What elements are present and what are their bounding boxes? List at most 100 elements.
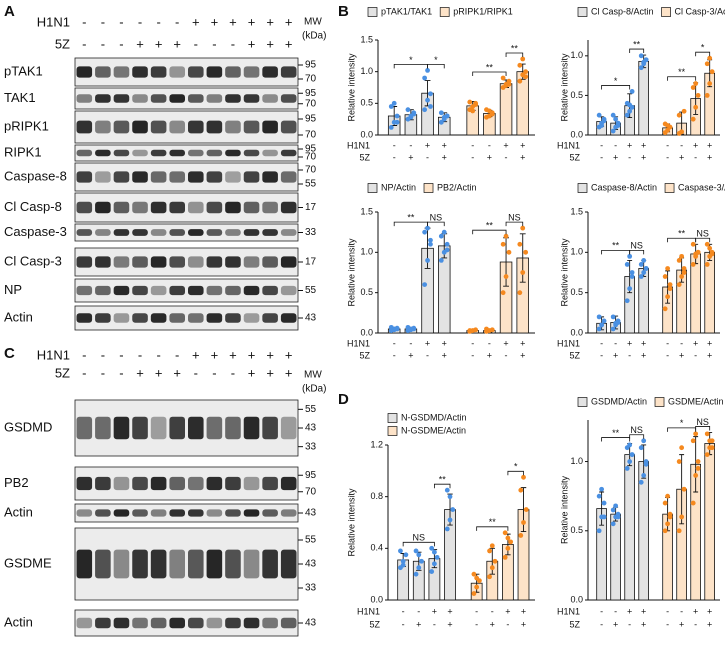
blot-band xyxy=(132,171,148,183)
data-point xyxy=(506,249,512,255)
condition-label: 5Z xyxy=(55,36,70,51)
blot-band xyxy=(243,416,260,440)
blot-band xyxy=(132,476,148,491)
blot-band xyxy=(243,256,260,268)
legend-swatch xyxy=(367,183,378,193)
data-point xyxy=(667,282,673,287)
condition-sign: + xyxy=(503,338,508,348)
data-point xyxy=(394,113,400,119)
mw-label: 70 xyxy=(305,486,317,497)
condition-label: H1N1 xyxy=(557,606,580,616)
condition-sign: - xyxy=(119,14,123,29)
data-point xyxy=(638,53,644,59)
condition-sign: - xyxy=(666,606,669,616)
condition-sign: + xyxy=(487,350,492,360)
blot-band xyxy=(188,256,204,268)
condition-sign: - xyxy=(506,619,509,629)
blot-band xyxy=(243,313,260,323)
y-axis-label: Relative intensity xyxy=(559,53,569,122)
data-point xyxy=(502,554,508,560)
significance-bracket xyxy=(505,52,524,57)
significance-label: NS xyxy=(696,229,709,239)
blot-band xyxy=(150,416,167,440)
legend-swatch xyxy=(661,7,671,17)
significance-label: ** xyxy=(511,43,519,53)
condition-sign: - xyxy=(475,606,478,616)
condition-label: H1N1 xyxy=(347,338,370,348)
blot-band xyxy=(206,313,223,323)
data-point xyxy=(428,91,433,97)
blot-band xyxy=(262,171,278,183)
blot-label: pRIPK1 xyxy=(4,118,49,133)
blot-band xyxy=(169,149,185,157)
data-point xyxy=(429,569,435,574)
blot-label: GSDMD xyxy=(4,419,52,434)
data-point xyxy=(599,123,605,128)
blot-band xyxy=(169,549,185,579)
data-point xyxy=(470,108,476,114)
blot-band xyxy=(188,229,204,236)
data-point xyxy=(444,241,450,247)
blot-band xyxy=(225,229,241,236)
y-tick-label: 1.5 xyxy=(570,206,583,216)
data-point xyxy=(502,530,508,536)
data-point xyxy=(707,245,713,251)
condition-sign: - xyxy=(471,152,474,162)
condition-sign: + xyxy=(641,152,646,162)
blot-band xyxy=(132,201,148,214)
condition-sign: - xyxy=(101,347,105,362)
condition-label: 5Z xyxy=(55,365,70,380)
blot-band xyxy=(206,416,223,440)
blot-band xyxy=(113,617,130,629)
data-point xyxy=(624,298,630,304)
blot-band xyxy=(150,313,167,323)
significance-bracket xyxy=(472,71,507,76)
data-point xyxy=(667,511,673,517)
blot-band xyxy=(132,120,148,134)
condition-sign: - xyxy=(600,338,603,348)
blot-band xyxy=(188,149,204,157)
data-point xyxy=(403,552,409,558)
condition-sign: + xyxy=(408,152,413,162)
y-axis-label: Relative intensity xyxy=(559,238,569,307)
data-point xyxy=(676,459,682,464)
blot-band xyxy=(206,285,223,296)
blot-band xyxy=(262,94,278,103)
data-point xyxy=(679,514,685,520)
legend-swatch xyxy=(577,183,588,193)
condition-sign: + xyxy=(442,152,447,162)
data-point xyxy=(629,274,635,279)
condition-sign: + xyxy=(707,619,712,629)
blot-band xyxy=(113,66,130,78)
blot-band xyxy=(95,120,111,134)
data-point xyxy=(467,328,473,333)
blot-band xyxy=(113,313,130,323)
significance-label: NS xyxy=(413,533,426,543)
blot-band xyxy=(95,549,111,579)
blot-band xyxy=(188,549,204,579)
data-point xyxy=(517,241,523,247)
blot-band xyxy=(225,549,241,579)
data-point xyxy=(613,116,619,122)
data-point xyxy=(438,233,444,239)
blot-band xyxy=(225,171,241,183)
blot-band xyxy=(243,285,260,296)
condition-sign: - xyxy=(175,14,179,29)
blot-frame xyxy=(74,527,299,601)
blot-label: Actin xyxy=(4,504,33,519)
blot-band xyxy=(169,66,185,78)
data-point xyxy=(450,507,456,512)
panel-label: C xyxy=(4,345,15,362)
legend-label: GSDME/Actin xyxy=(668,396,724,406)
blot-band xyxy=(206,509,223,517)
blot-band xyxy=(169,120,185,134)
condition-label: 5Z xyxy=(359,350,370,360)
blot-band xyxy=(132,149,148,157)
blot-band xyxy=(95,201,111,214)
data-point xyxy=(599,322,605,328)
y-tick-label: 1.5 xyxy=(360,34,373,44)
blot-band xyxy=(206,201,223,214)
blot-band xyxy=(262,476,278,491)
blot-band xyxy=(280,94,297,103)
blot-band xyxy=(206,171,223,183)
